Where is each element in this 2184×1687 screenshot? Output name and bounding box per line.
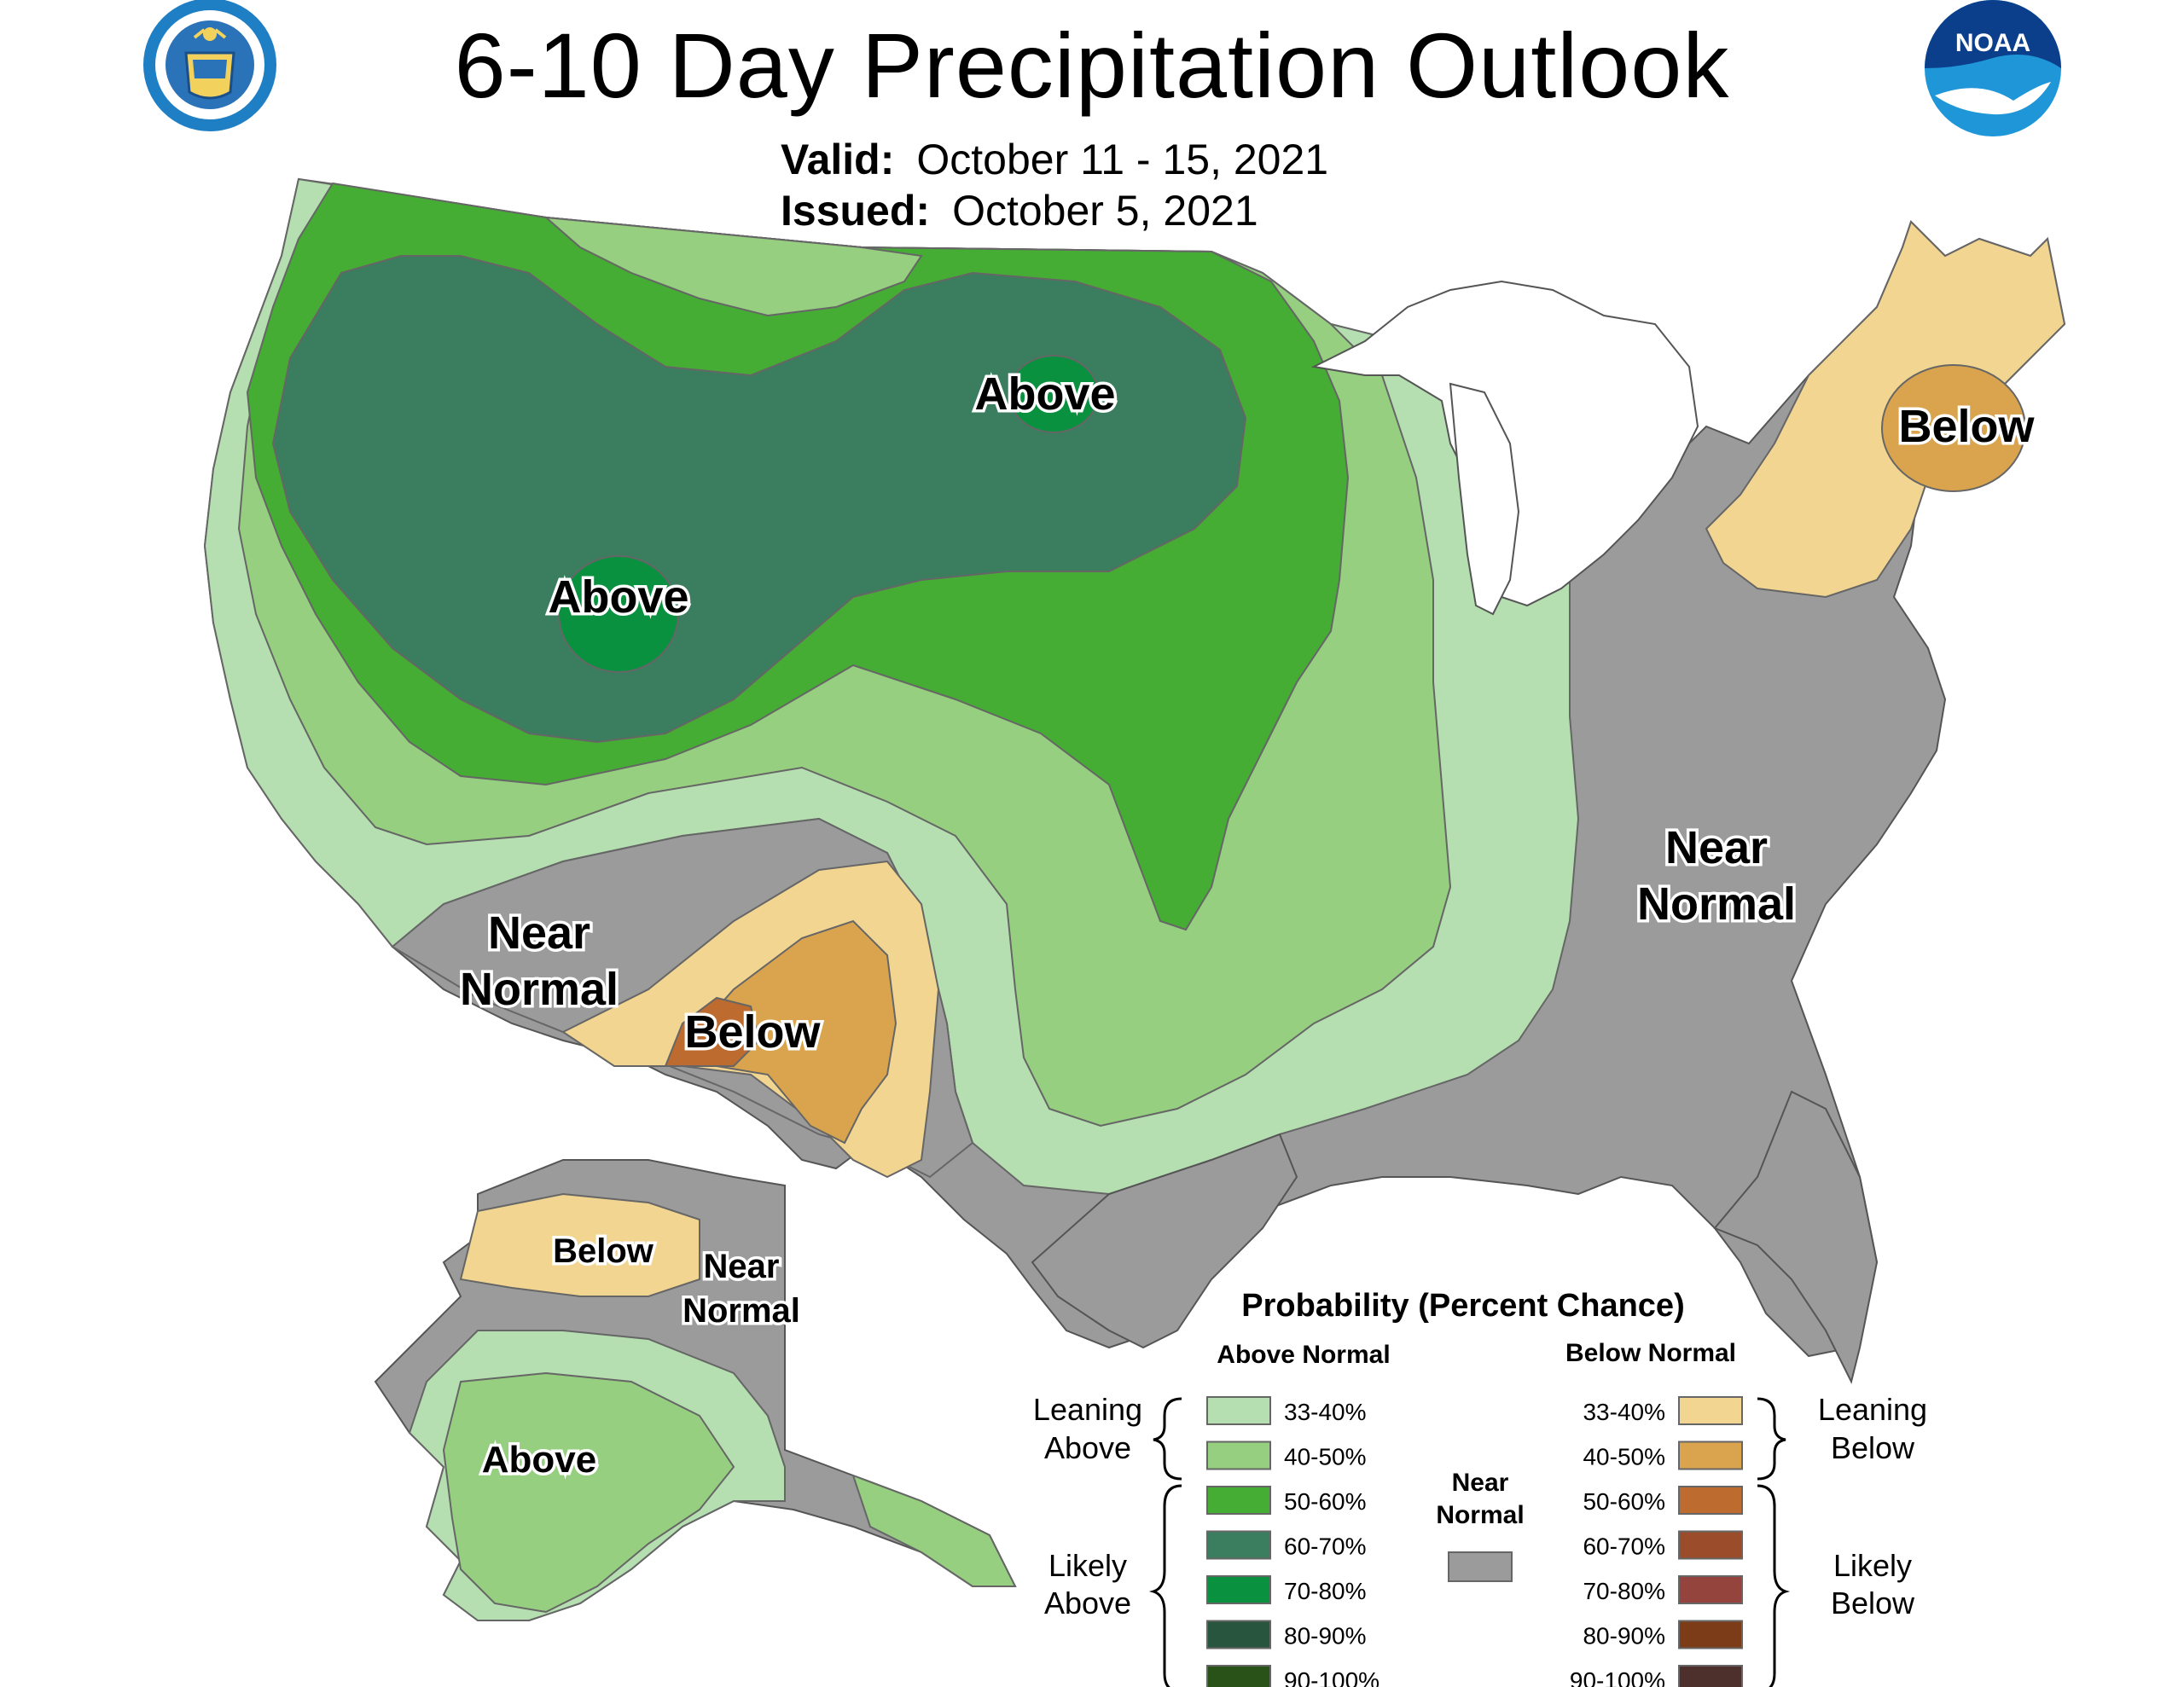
legend-below-header: Below Normal xyxy=(1565,1339,1736,1367)
noaa-logo: NOAA xyxy=(1925,0,2061,136)
legend-below-swatches: 33-40% 40-50% 50-60% 60-70% 70-80% 80-90% 90-1… xyxy=(1570,1396,1743,1687)
legend-above-label-0: 33-40% xyxy=(1284,1399,1367,1425)
texas-gulf-coast xyxy=(1031,1133,1298,1349)
legend-near-swatch xyxy=(1448,1551,1513,1582)
legend-above-swatches: 33-40% 40-50% 50-60% 60-70% 70-80% 80-90% 90-1… xyxy=(1206,1396,1380,1687)
brace-likely-below xyxy=(1757,1484,1791,1687)
issued-label: Issued: xyxy=(781,187,931,235)
legend-title: Probability (Percent Chance) xyxy=(1241,1288,1684,1324)
label-alaska-below: Below xyxy=(553,1232,654,1270)
legend-above-swatch-6 xyxy=(1206,1665,1271,1687)
legend-above-label-6: 90-100% xyxy=(1284,1667,1380,1687)
legend-below-label-0: 33-40% xyxy=(1583,1399,1665,1425)
valid-value: October 11 - 15, 2021 xyxy=(916,136,1329,183)
label-above-north-plains: Above xyxy=(974,368,1115,420)
legend-below-label-5: 80-90% xyxy=(1583,1623,1665,1649)
region-above-70-80-north xyxy=(1008,355,1099,433)
legend-below-swatch-1 xyxy=(1678,1441,1743,1470)
valid-label: Valid: xyxy=(781,136,895,183)
legend-above-label-5: 80-90% xyxy=(1284,1623,1367,1649)
region-above-60-70 xyxy=(271,255,1247,744)
legend: Probability (Percent Chance) Above Norma… xyxy=(1033,1288,1927,1687)
legend-above-swatch-4 xyxy=(1206,1575,1271,1604)
legend-below-swatch-3 xyxy=(1678,1530,1743,1560)
legend-above-label-2: 50-60% xyxy=(1284,1488,1367,1515)
legend-likely-above-1: Likely xyxy=(1048,1548,1127,1583)
legend-below-swatch-4 xyxy=(1678,1575,1743,1604)
legend-below-label-1: 40-50% xyxy=(1583,1444,1665,1470)
brace-likely-above xyxy=(1148,1484,1182,1687)
legend-above-label-3: 60-70% xyxy=(1284,1533,1367,1560)
issued-value: October 5, 2021 xyxy=(952,187,1258,235)
region-below-50-60-southwest xyxy=(664,996,761,1067)
issued-line: Issued: October 5, 2021 xyxy=(781,186,1258,235)
label-near-normal-sw-1: Near xyxy=(488,907,590,959)
legend-leaning-below-1: Leaning xyxy=(1818,1392,1927,1427)
label-alaska-near-2: Normal xyxy=(682,1292,800,1330)
legend-above-label-1: 40-50% xyxy=(1284,1444,1367,1470)
legend-likely-below-2: Below xyxy=(1831,1586,1915,1620)
label-near-normal-sw-2: Normal xyxy=(460,964,619,1015)
region-above-40-50-north xyxy=(543,216,923,317)
region-above-70-80-west xyxy=(558,555,679,673)
label-near-normal-east-1: Near xyxy=(1665,822,1768,873)
legend-below-swatch-6 xyxy=(1678,1665,1743,1687)
label-above-northwest: Above xyxy=(548,571,688,623)
brace-leaning-below xyxy=(1757,1397,1786,1481)
page-title: 6-10 Day Precipitation Outlook xyxy=(454,14,1730,117)
label-alaska-above: Above xyxy=(482,1439,596,1481)
legend-leaning-above-2: Above xyxy=(1044,1430,1131,1465)
legend-above-swatch-0 xyxy=(1206,1396,1271,1425)
legend-near-label-2: Normal xyxy=(1436,1501,1524,1529)
legend-below-label-2: 50-60% xyxy=(1583,1488,1665,1515)
legend-above-header: Above Normal xyxy=(1217,1341,1390,1369)
region-below-40-50-southwest xyxy=(663,919,897,1145)
legend-below-swatch-0 xyxy=(1678,1396,1743,1425)
label-below-northeast: Below xyxy=(1898,401,2035,452)
legend-above-swatch-2 xyxy=(1206,1486,1271,1515)
legend-below-label-6: 90-100% xyxy=(1570,1667,1665,1687)
label-below-southwest: Below xyxy=(684,1006,821,1058)
legend-likely-below-1: Likely xyxy=(1833,1548,1912,1583)
commerce-seal-logo xyxy=(143,0,276,131)
alaska-panhandle xyxy=(851,1474,1017,1587)
legend-near-label-1: Near xyxy=(1452,1469,1509,1497)
legend-likely-above-2: Above xyxy=(1044,1586,1131,1620)
legend-above-swatch-1 xyxy=(1206,1441,1271,1470)
legend-leaning-below-2: Below xyxy=(1831,1430,1915,1465)
alaska-above-40-50 xyxy=(442,1371,735,1614)
legend-above-label-4: 70-80% xyxy=(1284,1578,1367,1604)
legend-above-swatch-5 xyxy=(1206,1620,1271,1649)
noaa-logo-text: NOAA xyxy=(1955,29,2030,57)
legend-below-label-4: 70-80% xyxy=(1583,1578,1665,1604)
label-alaska-near-1: Near xyxy=(704,1248,780,1285)
legend-leaning-above-1: Leaning xyxy=(1033,1392,1142,1427)
lake-michigan xyxy=(1449,382,1520,616)
valid-line: Valid: October 11 - 15, 2021 xyxy=(781,135,1328,184)
alaska-below-33-40 xyxy=(459,1192,700,1297)
legend-below-swatch-2 xyxy=(1678,1486,1743,1515)
label-near-normal-east-2: Normal xyxy=(1637,878,1796,930)
legend-above-swatch-3 xyxy=(1206,1530,1271,1560)
legend-below-label-3: 60-70% xyxy=(1583,1533,1665,1560)
region-below-40-50-northeast xyxy=(1881,364,2026,492)
legend-below-swatch-5 xyxy=(1678,1620,1743,1649)
florida-peninsula xyxy=(1713,1090,1879,1384)
brace-leaning-above xyxy=(1153,1397,1182,1481)
